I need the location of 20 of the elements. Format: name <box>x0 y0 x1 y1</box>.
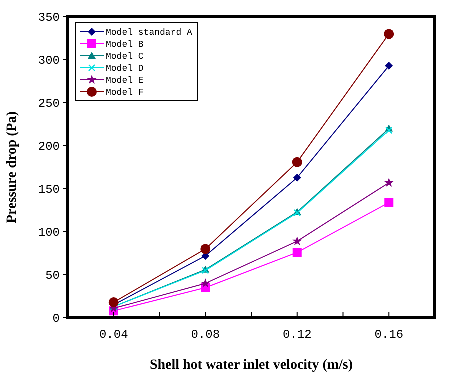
x-tick-label: 0.04 <box>99 328 128 342</box>
y-axis-title: Pressure drop (Pa) <box>5 111 20 224</box>
legend-label: Model B <box>106 40 144 50</box>
x-axis-title: Shell hot water inlet velocity (m/s) <box>150 358 354 373</box>
y-tick-label: 250 <box>38 97 60 111</box>
y-tick-label: 100 <box>38 226 60 240</box>
x-tick-label: 0.16 <box>374 328 404 342</box>
y-tick-label: 200 <box>38 140 60 154</box>
legend-label: Model C <box>106 52 144 62</box>
x-tick-label: 0.12 <box>282 328 312 342</box>
y-tick-label: 150 <box>38 183 60 197</box>
legend-label: Model F <box>106 88 144 98</box>
x-tick-label: 0.08 <box>191 328 220 342</box>
y-tick-label: 50 <box>46 269 60 283</box>
legend-label: Model D <box>106 64 144 74</box>
y-tick-label: 0 <box>52 312 60 326</box>
legend-label: Model E <box>106 76 144 86</box>
y-tick-label: 300 <box>38 54 60 68</box>
legend-label: Model standard A <box>106 28 194 38</box>
y-tick-label: 350 <box>38 11 60 25</box>
